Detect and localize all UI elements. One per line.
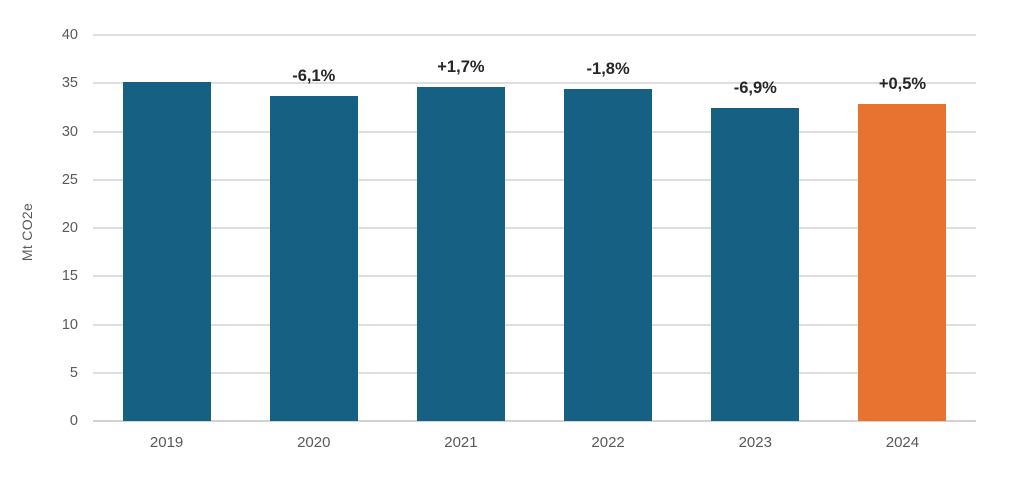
bar-slot-2022: -1,8% xyxy=(535,35,682,421)
plot-area: -6,1% +1,7% -1,8% -6,9% +0,5% xyxy=(93,34,976,422)
bar-slot-2024: +0,5% xyxy=(829,35,976,421)
y-tick-label: 5 xyxy=(69,364,78,381)
x-axis-baseline xyxy=(93,420,976,422)
y-tick-label: 30 xyxy=(61,123,78,140)
y-tick-label: 35 xyxy=(61,75,78,92)
bars: -6,1% +1,7% -1,8% -6,9% +0,5% xyxy=(93,35,976,421)
bar-2019 xyxy=(122,82,211,421)
bar-slot-2019 xyxy=(93,35,240,421)
y-tick-label: 0 xyxy=(69,413,78,429)
gridline xyxy=(93,34,976,36)
x-tick-label-2021: 2021 xyxy=(444,434,478,451)
y-tick-label: 40 xyxy=(61,27,78,43)
x-tick-label-2020: 2020 xyxy=(297,434,331,451)
x-tick-label-2022: 2022 xyxy=(591,434,625,451)
y-tick-label: 15 xyxy=(61,268,78,285)
bar-change-label-2020: -6,1% xyxy=(292,66,336,85)
bar-change-label-2022: -1,8% xyxy=(586,60,630,79)
bar-slot-2020: -6,1% xyxy=(240,35,387,421)
y-tick-label: 10 xyxy=(61,316,78,333)
gridline xyxy=(93,130,976,133)
gridline xyxy=(93,82,976,85)
bar-change-label-2021: +1,7% xyxy=(437,58,485,77)
gridline xyxy=(93,178,976,181)
gridline xyxy=(93,227,976,229)
bar-slot-2021: +1,7% xyxy=(387,35,534,421)
gridline xyxy=(93,275,976,278)
x-tick-label-2024: 2024 xyxy=(885,434,920,451)
gridline xyxy=(93,371,976,374)
bar-change-label-2024: +0,5% xyxy=(878,74,927,93)
x-tick-label-2023: 2023 xyxy=(738,434,772,451)
bar-slot-2023: -6,9% xyxy=(682,35,829,421)
bar-2022 xyxy=(564,89,653,421)
y-tick-label: 25 xyxy=(61,171,78,188)
bar-2021 xyxy=(416,87,505,421)
y-tick-label: 20 xyxy=(61,220,78,236)
x-axis-tick-labels: 2019 2020 2021 2022 2023 2024 xyxy=(93,421,976,451)
x-tick-label-2019: 2019 xyxy=(149,434,184,451)
bar-2024 xyxy=(858,103,947,421)
gridline xyxy=(93,323,976,326)
bar-2020 xyxy=(269,95,358,421)
y-axis-tick-labels: 0 5 10 15 20 25 30 35 40 xyxy=(0,27,78,429)
bar-2023 xyxy=(711,108,800,421)
bar-change-label-2023: -6,9% xyxy=(733,79,777,98)
